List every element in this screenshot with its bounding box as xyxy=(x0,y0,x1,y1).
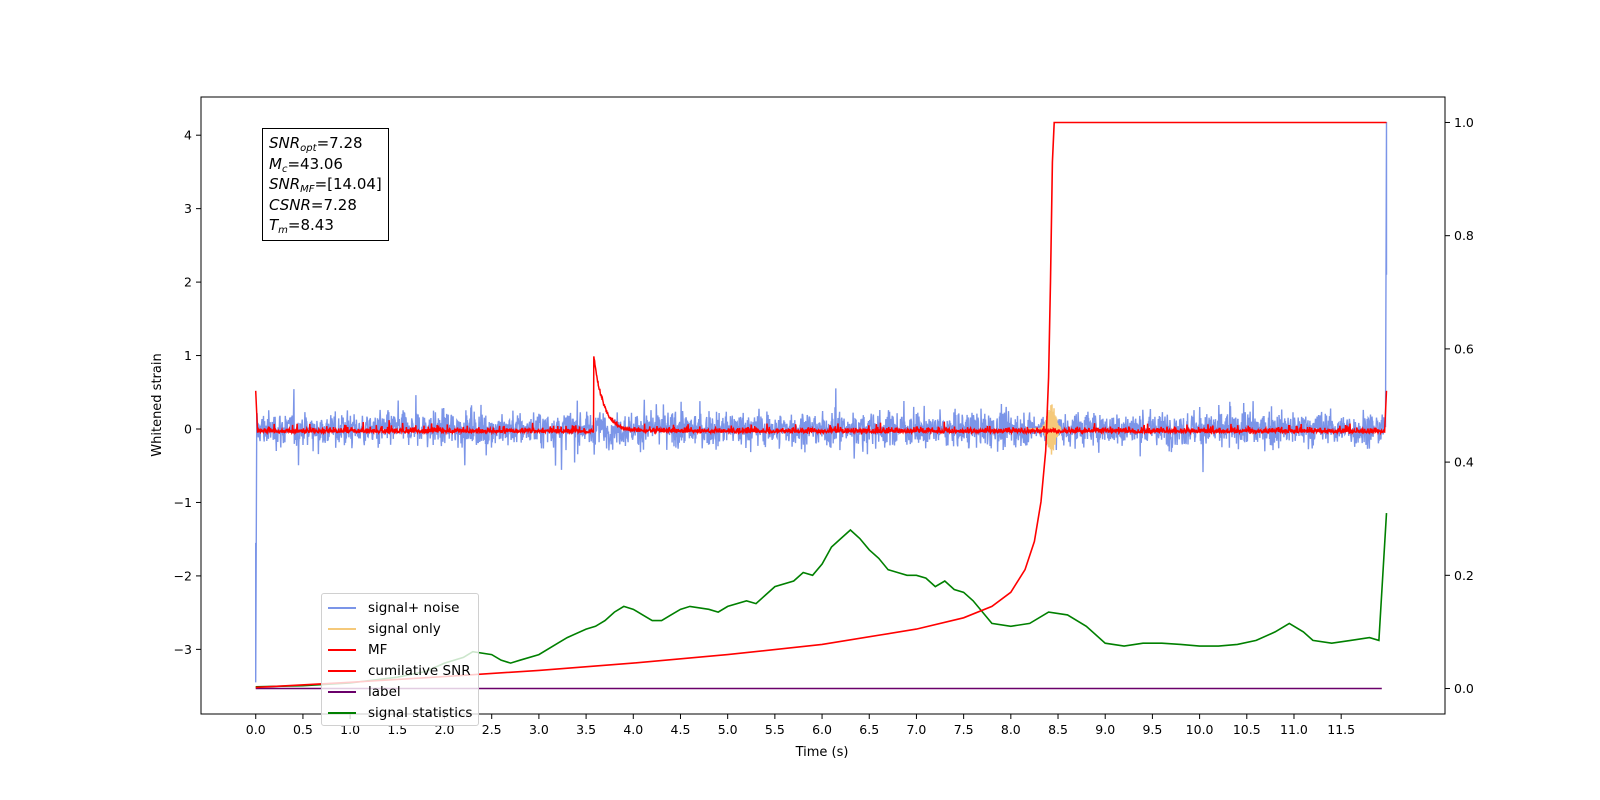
x-tick-label: 5.5 xyxy=(765,722,785,737)
plot-frame xyxy=(200,96,1446,715)
y2-tick-label: 0.4 xyxy=(1454,455,1474,470)
x-tick-label: 9.5 xyxy=(1142,722,1162,737)
x-tick-label: 11.0 xyxy=(1280,722,1308,737)
stats-info-box: SNRopt=7.28 Mc=43.06 SNRMF=[14.04] CSNR=… xyxy=(262,128,389,241)
x-tick-label: 4.5 xyxy=(671,722,691,737)
x-tick-label: 6.0 xyxy=(812,722,832,737)
y-tick-label: 2 xyxy=(184,275,192,290)
x-tick-label: 8.5 xyxy=(1048,722,1068,737)
y2-tick-label: 0.8 xyxy=(1454,228,1474,243)
y-axis-label: Whitened strain xyxy=(150,353,165,456)
series-mf xyxy=(254,356,1388,436)
legend-item-signal-statistics: signal statistics xyxy=(328,702,472,723)
x-tick-label: 6.5 xyxy=(859,722,879,737)
x-tick-label: 7.0 xyxy=(906,722,926,737)
legend-item-signal-only: signal only xyxy=(328,618,472,639)
x-tick-label: 0.5 xyxy=(293,722,313,737)
y2-tick-label: 0.0 xyxy=(1454,681,1474,696)
legend-item-mf: MF xyxy=(328,639,472,660)
legend-swatch xyxy=(328,711,356,714)
legend-item-label: label xyxy=(328,681,472,702)
y-axis-left: −3 −2 −1 0 1 2 3 4 xyxy=(174,128,201,657)
x-tick-label: 8.0 xyxy=(1001,722,1021,737)
y2-tick-label: 0.2 xyxy=(1454,568,1474,583)
x-tick-label: 3.0 xyxy=(529,722,549,737)
csnr-line: CSNR=7.28 xyxy=(269,195,357,214)
y2-tick-label: 1.0 xyxy=(1454,115,1474,130)
x-tick-label: 9.0 xyxy=(1095,722,1115,737)
y-tick-label: −2 xyxy=(174,568,192,583)
x-axis-label: Time (s) xyxy=(795,745,849,760)
chart-legend: signal+ noise signal only MF cumilative … xyxy=(321,593,480,726)
x-tick-label: 11.5 xyxy=(1327,722,1355,737)
snr-mf-line: SNRMF=[14.04] xyxy=(269,175,382,195)
y-tick-label: 3 xyxy=(184,201,192,216)
x-tick-label: 5.0 xyxy=(718,722,738,737)
x-tick-label: 2.5 xyxy=(482,722,502,737)
y-axis-right: 0.0 0.2 0.4 0.6 0.8 1.0 xyxy=(1445,115,1474,696)
snr-opt-line: SNRopt=7.28 xyxy=(269,134,363,154)
legend-swatch xyxy=(328,648,356,651)
x-axis: 0.0 0.5 1.0 1.5 2.0 2.5 3.0 3.5 4.0 4.5 5.0 5.5 6.0 6… xyxy=(246,714,1355,737)
y-tick-label: 1 xyxy=(184,348,192,363)
y2-tick-label: 0.6 xyxy=(1454,341,1474,356)
y-tick-label: 4 xyxy=(184,128,192,143)
series-signal-statistics xyxy=(255,513,1388,688)
x-tick-label: 10.5 xyxy=(1233,722,1261,737)
mc-line: Mc=43.06 xyxy=(269,154,343,175)
legend-item-cumulative-snr: cumilative SNR xyxy=(328,660,472,681)
legend-swatch xyxy=(328,669,356,672)
tm-line: Tm=8.43 xyxy=(269,216,334,236)
legend-swatch xyxy=(328,690,356,693)
x-tick-label: 4.0 xyxy=(623,722,643,737)
y-tick-label: −1 xyxy=(174,495,192,510)
legend-swatch xyxy=(328,606,356,609)
legend-swatch xyxy=(328,627,356,630)
x-tick-label: 7.5 xyxy=(954,722,974,737)
x-tick-label: 0.0 xyxy=(246,722,266,737)
x-tick-label: 10.0 xyxy=(1186,722,1214,737)
x-tick-label: 3.5 xyxy=(576,722,596,737)
legend-item-signal-noise: signal+ noise xyxy=(328,597,472,618)
y-tick-label: 0 xyxy=(184,422,192,437)
series-cumulative-snr xyxy=(255,121,1387,689)
y-tick-label: −3 xyxy=(174,642,192,657)
